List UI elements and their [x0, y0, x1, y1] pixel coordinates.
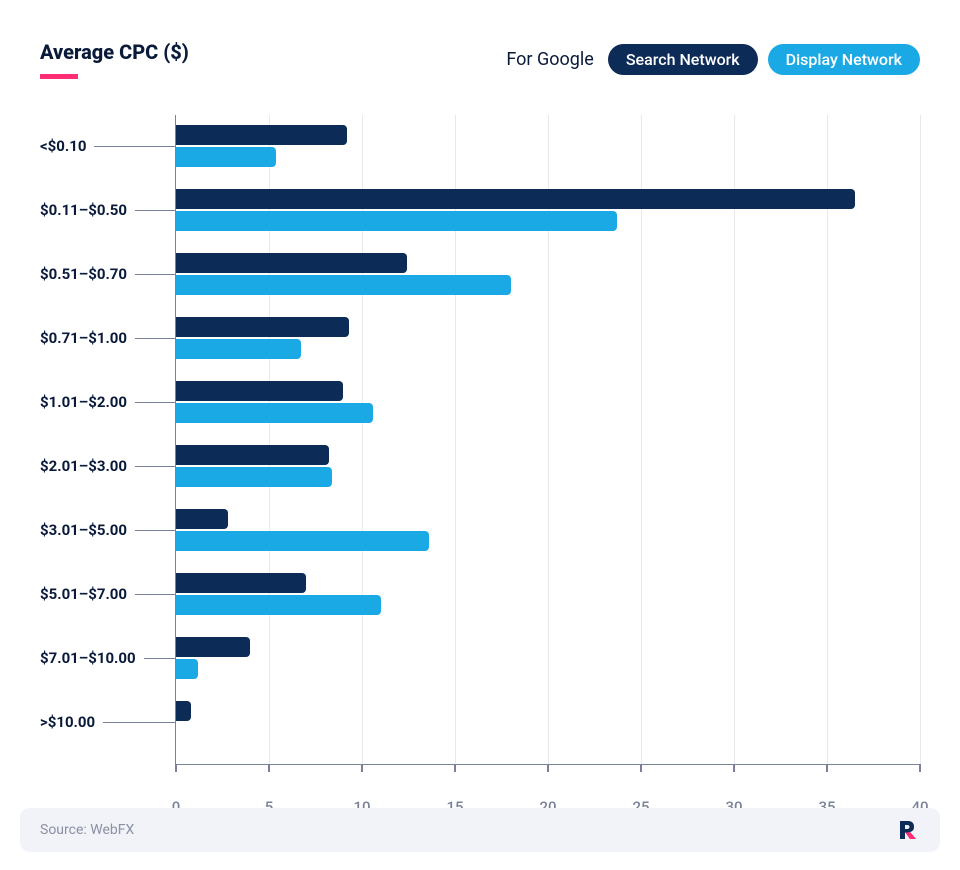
y-leader-line	[103, 722, 175, 723]
x-tick	[919, 764, 921, 772]
bar	[176, 595, 381, 615]
y-category-label: >$10.00	[40, 713, 175, 731]
bar	[176, 339, 301, 359]
y-category-label: $1.01–$2.00	[40, 393, 175, 411]
legend-pill-display: Display Network	[768, 44, 920, 75]
bar	[176, 573, 306, 593]
x-tick	[361, 764, 363, 772]
y-category-text: $3.01–$5.00	[40, 521, 127, 539]
bar	[176, 659, 198, 679]
y-leader-line	[135, 274, 175, 275]
source-text: Source: WebFX	[40, 822, 134, 838]
y-category-text: $0.11–$0.50	[40, 201, 127, 219]
bar	[176, 253, 407, 273]
bar	[176, 467, 332, 487]
y-category-label: $2.01–$3.00	[40, 457, 175, 475]
x-tick	[733, 764, 735, 772]
plot-area: 0510152025303540 Percentage of marketers…	[175, 115, 920, 765]
grid-line	[641, 115, 642, 764]
bar	[176, 531, 429, 551]
y-category-label: <$0.10	[40, 137, 175, 155]
bar	[176, 701, 191, 721]
y-leader-line	[135, 338, 175, 339]
brand-logo-icon	[896, 818, 920, 842]
legend-label: Search Network	[626, 50, 740, 69]
y-leader-line	[94, 146, 175, 147]
x-tick	[268, 764, 270, 772]
x-tick	[454, 764, 456, 772]
y-leader-line	[135, 466, 175, 467]
y-category-text: <$0.10	[40, 137, 86, 155]
legend-pill-search: Search Network	[608, 44, 758, 75]
footer-bar: Source: WebFX	[20, 808, 940, 852]
x-tick	[640, 764, 642, 772]
y-category-text: $0.51–$0.70	[40, 265, 127, 283]
y-leader-line	[135, 402, 175, 403]
y-axis-labels: <$0.10 $0.11–$0.50 $0.51–$0.70 $0.71–$1.00 $…	[40, 115, 175, 765]
y-leader-line	[144, 658, 175, 659]
bar	[176, 445, 329, 465]
y-category-text: >$10.00	[40, 713, 95, 731]
x-ticks	[176, 764, 920, 772]
grid-line	[734, 115, 735, 764]
y-category-label: $3.01–$5.00	[40, 521, 175, 539]
bar	[176, 317, 349, 337]
y-category-text: $1.01–$2.00	[40, 393, 127, 411]
y-category-label: $7.01–$10.00	[40, 649, 175, 667]
y-category-label: $0.51–$0.70	[40, 265, 175, 283]
chart-container: Average CPC ($) For Google Search Networ…	[0, 0, 960, 870]
title-underline	[40, 74, 78, 79]
y-leader-line	[135, 530, 175, 531]
x-tick	[547, 764, 549, 772]
bar	[176, 637, 250, 657]
y-leader-line	[135, 210, 175, 211]
bar	[176, 125, 347, 145]
bar	[176, 381, 343, 401]
chart-header: Average CPC ($) For Google Search Networ…	[40, 40, 920, 79]
y-category-label: $5.01–$7.00	[40, 585, 175, 603]
title-block: Average CPC ($)	[40, 40, 189, 79]
bar	[176, 189, 855, 209]
bar	[176, 509, 228, 529]
y-category-text: $0.71–$1.00	[40, 329, 127, 347]
y-category-label: $0.71–$1.00	[40, 329, 175, 347]
chart-area: <$0.10 $0.11–$0.50 $0.51–$0.70 $0.71–$1.00 $…	[40, 115, 920, 765]
y-category-text: $5.01–$7.00	[40, 585, 127, 603]
grid-line	[920, 115, 921, 764]
y-category-text: $7.01–$10.00	[40, 649, 136, 667]
legend: For Google Search Network Display Networ…	[506, 44, 920, 75]
grid-line	[827, 115, 828, 764]
y-leader-line	[135, 594, 175, 595]
x-tick	[826, 764, 828, 772]
x-tick	[175, 764, 177, 772]
bar	[176, 275, 511, 295]
bar	[176, 403, 373, 423]
legend-label: Display Network	[786, 50, 902, 69]
bar	[176, 147, 276, 167]
y-category-label: $0.11–$0.50	[40, 201, 175, 219]
y-category-text: $2.01–$3.00	[40, 457, 127, 475]
chart-title: Average CPC ($)	[40, 40, 189, 64]
bar	[176, 211, 617, 231]
legend-prefix: For Google	[506, 49, 593, 70]
